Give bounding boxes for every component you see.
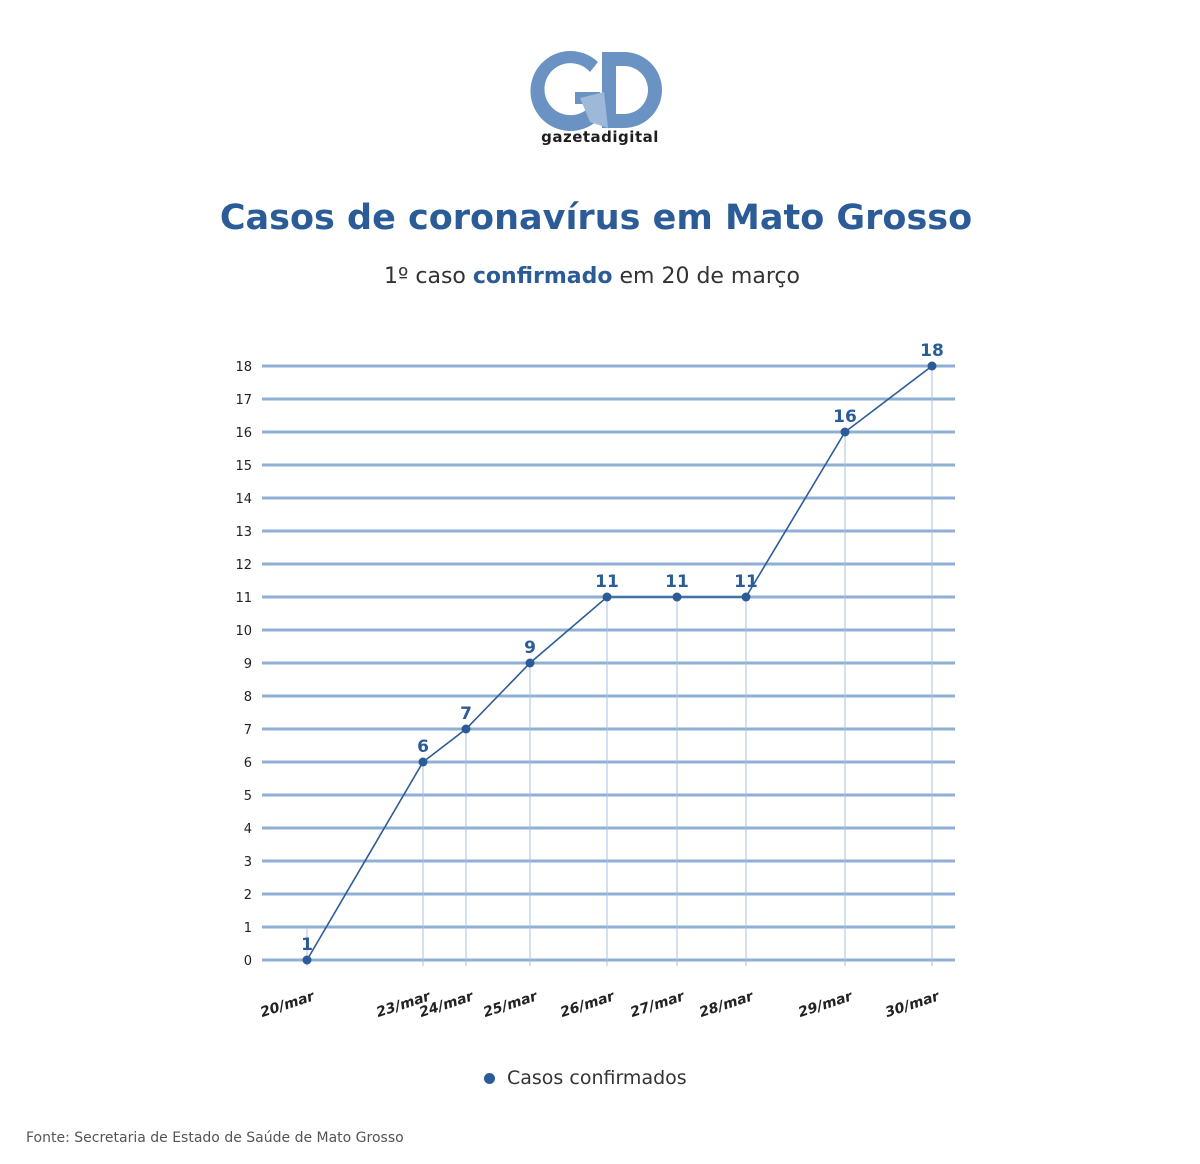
y-tick-label: 5 bbox=[244, 789, 252, 804]
y-tick-label: 8 bbox=[244, 690, 252, 705]
y-tick-label: 7 bbox=[244, 723, 252, 738]
x-tick-label: 28/mar bbox=[697, 988, 756, 1021]
y-tick-label: 16 bbox=[235, 426, 252, 441]
x-tick-label: 25/mar bbox=[481, 988, 540, 1021]
data-label: 18 bbox=[920, 341, 944, 361]
data-point bbox=[602, 592, 612, 602]
data-point bbox=[525, 658, 535, 668]
x-tick-label: 20/mar bbox=[258, 988, 317, 1021]
data-point bbox=[927, 361, 937, 371]
subtitle-prefix: 1º caso bbox=[384, 264, 473, 289]
data-label: 1 bbox=[301, 935, 313, 955]
subtitle-highlight: confirmado bbox=[472, 264, 613, 289]
y-tick-label: 6 bbox=[244, 756, 252, 771]
y-tick-label: 9 bbox=[244, 657, 252, 672]
y-tick-label: 4 bbox=[244, 822, 252, 837]
subtitle-suffix: em 20 de março bbox=[612, 264, 800, 289]
x-tick-label: 29/mar bbox=[796, 988, 855, 1021]
gazeta-digital-logo bbox=[530, 51, 662, 132]
x-tick-label: 30/mar bbox=[883, 988, 942, 1021]
y-tick-label: 10 bbox=[235, 624, 252, 639]
data-point bbox=[840, 427, 850, 437]
y-tick-label: 1 bbox=[244, 921, 252, 936]
data-point bbox=[741, 592, 751, 602]
y-tick-label: 2 bbox=[244, 888, 252, 903]
chart-subtitle: 1º caso confirmado em 20 de março bbox=[0, 264, 1184, 289]
x-tick-label: 27/mar bbox=[628, 988, 687, 1021]
data-label: 11 bbox=[595, 572, 619, 592]
source-note: Fonte: Secretaria de Estado de Saúde de … bbox=[26, 1130, 404, 1146]
legend-marker bbox=[484, 1072, 495, 1084]
y-tick-label: 13 bbox=[235, 525, 252, 540]
y-tick-label: 3 bbox=[244, 855, 252, 870]
data-point bbox=[672, 592, 682, 602]
logo-wordmark: gazetadigital bbox=[541, 128, 659, 146]
y-tick-label: 15 bbox=[235, 459, 252, 474]
y-tick-label: 18 bbox=[235, 360, 252, 375]
data-label: 11 bbox=[665, 572, 689, 592]
legend-label: Casos confirmados bbox=[507, 1067, 687, 1089]
data-label: 9 bbox=[524, 638, 536, 658]
y-tick-label: 17 bbox=[235, 393, 252, 408]
y-tick-label: 11 bbox=[235, 591, 252, 606]
data-label: 6 bbox=[417, 737, 429, 757]
data-label: 16 bbox=[833, 407, 857, 427]
data-point bbox=[461, 724, 471, 734]
x-tick-label: 26/mar bbox=[558, 988, 617, 1021]
y-tick-label: 12 bbox=[235, 558, 252, 573]
data-label: 11 bbox=[734, 572, 758, 592]
chart-legend: Casos confirmados bbox=[484, 1067, 687, 1089]
y-tick-label: 14 bbox=[235, 492, 252, 507]
data-point bbox=[302, 955, 312, 965]
data-label: 7 bbox=[460, 704, 472, 724]
data-point bbox=[418, 757, 428, 767]
y-tick-label: 0 bbox=[244, 954, 252, 969]
chart-title: Casos de coronavírus em Mato Grosso bbox=[219, 198, 973, 238]
